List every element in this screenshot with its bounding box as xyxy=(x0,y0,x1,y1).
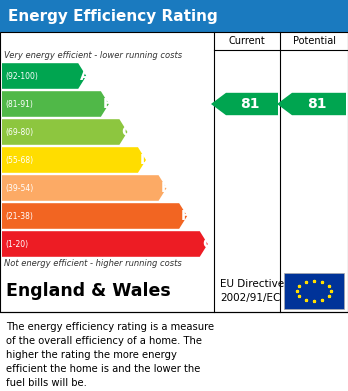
Polygon shape xyxy=(2,63,86,89)
Text: Not energy efficient - higher running costs: Not energy efficient - higher running co… xyxy=(4,260,182,269)
Text: C: C xyxy=(121,125,132,139)
Polygon shape xyxy=(211,93,278,115)
Text: higher the rating the more energy: higher the rating the more energy xyxy=(6,350,177,360)
Polygon shape xyxy=(2,91,109,117)
Text: Potential: Potential xyxy=(293,36,335,46)
Text: F: F xyxy=(181,209,191,223)
Text: (92-100): (92-100) xyxy=(5,72,38,81)
Polygon shape xyxy=(2,147,146,173)
Polygon shape xyxy=(2,119,127,145)
Text: England & Wales: England & Wales xyxy=(6,282,171,300)
Bar xyxy=(0,0,348,32)
Text: (39-54): (39-54) xyxy=(5,183,33,192)
Text: 81: 81 xyxy=(240,97,260,111)
Text: A: A xyxy=(80,69,91,83)
Text: The energy efficiency rating is a measure: The energy efficiency rating is a measur… xyxy=(6,322,214,332)
Text: (81-91): (81-91) xyxy=(5,99,33,108)
Text: G: G xyxy=(202,237,213,251)
Text: E: E xyxy=(160,181,170,195)
Text: B: B xyxy=(103,97,113,111)
Bar xyxy=(284,273,344,309)
Text: Current: Current xyxy=(229,36,266,46)
Polygon shape xyxy=(277,93,346,115)
Text: Very energy efficient - lower running costs: Very energy efficient - lower running co… xyxy=(4,52,182,61)
Text: Energy Efficiency Rating: Energy Efficiency Rating xyxy=(8,9,218,23)
Text: (21-38): (21-38) xyxy=(5,212,33,221)
Bar xyxy=(0,32,348,312)
Polygon shape xyxy=(2,231,208,257)
Text: efficient the home is and the lower the: efficient the home is and the lower the xyxy=(6,364,200,374)
Text: EU Directive: EU Directive xyxy=(220,279,284,289)
Polygon shape xyxy=(2,175,167,201)
Text: (55-68): (55-68) xyxy=(5,156,33,165)
Text: D: D xyxy=(140,153,151,167)
Text: (69-80): (69-80) xyxy=(5,127,33,136)
Polygon shape xyxy=(2,203,187,229)
Text: of the overall efficiency of a home. The: of the overall efficiency of a home. The xyxy=(6,336,202,346)
Text: 2002/91/EC: 2002/91/EC xyxy=(220,293,280,303)
Text: 81: 81 xyxy=(307,97,327,111)
Text: (1-20): (1-20) xyxy=(5,240,28,249)
Text: fuel bills will be.: fuel bills will be. xyxy=(6,378,87,388)
